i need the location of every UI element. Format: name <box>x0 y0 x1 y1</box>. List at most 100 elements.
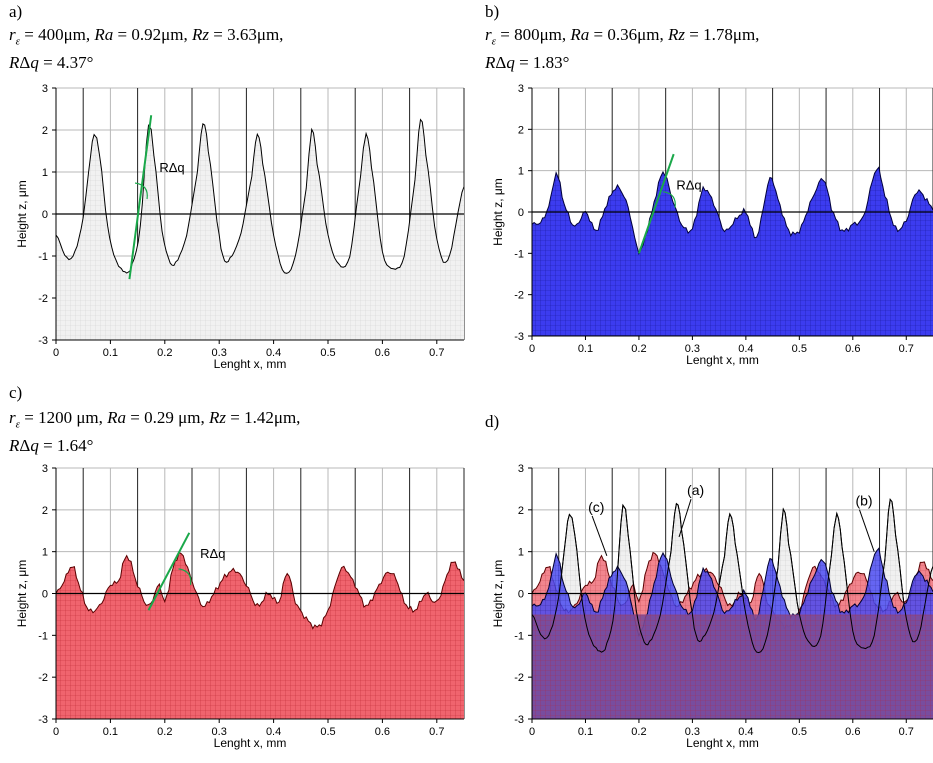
callout-0: (a) <box>687 482 704 498</box>
x-tick-label-d-5: 0.5 <box>792 726 807 738</box>
angle-label-a: RΔq <box>159 160 184 175</box>
callout-line-2 <box>591 515 608 557</box>
y-tick-label-a-0: -3 <box>38 335 48 347</box>
param-r-b: 800μm <box>514 25 562 44</box>
x-tick-label-d-3: 0.3 <box>685 726 700 738</box>
x-tick-label-b-0: 0 <box>529 343 535 355</box>
x-tick-label-b-1: 0.1 <box>578 343 593 355</box>
slope-line-b <box>637 153 675 254</box>
y-tick-label-c-6: 3 <box>42 463 48 475</box>
param-r-c: 1200 μm <box>38 408 99 427</box>
y-tick-label-b-5: 2 <box>518 124 524 136</box>
profile-line-a <box>56 118 464 274</box>
y-tick-label-d-0: -3 <box>514 714 524 726</box>
x-axis-label-a: Lenght x, mm <box>214 357 287 371</box>
angle-arc-a <box>134 182 148 200</box>
x-tick-label-d-1: 0.1 <box>578 726 593 738</box>
panel-label-a: a) <box>9 2 23 21</box>
y-axis-label-c: Height z, μm <box>15 560 29 628</box>
x-axis-label-d: Lenght x, mm <box>686 736 759 750</box>
x-tick-label-c-2: 0.2 <box>157 726 172 738</box>
x-tick-label-a-6: 0.6 <box>375 347 390 359</box>
callout-2: (c) <box>588 499 604 515</box>
angle-label-b: RΔq <box>676 177 701 192</box>
y-tick-label-a-2: -1 <box>38 251 48 263</box>
param-rdq-c: 1.64° <box>56 436 94 456</box>
x-tick-label-b-3: 0.3 <box>685 343 700 355</box>
params-b-line2: RΔq = 1.83° <box>485 53 570 73</box>
params-c-line1: rε = 1200 μm, Ra = 0.29 μm, Rz = 1.42μm, <box>9 408 301 431</box>
angle-label-c: RΔq <box>200 546 225 561</box>
slope-line-a <box>128 115 153 280</box>
param-rdq-b: 1.83° <box>532 53 570 73</box>
panel-label-d: d) <box>485 412 500 431</box>
x-tick-label-a-3: 0.3 <box>212 347 227 359</box>
y-tick-label-d-1: -2 <box>514 672 524 684</box>
param-ra-c: 0.29 μm <box>144 408 201 427</box>
y-tick-label-a-3: 0 <box>42 209 48 221</box>
param-rz-a: 3.63μm <box>227 25 280 44</box>
x-tick-label-a-4: 0.4 <box>266 347 281 359</box>
y-tick-label-d-2: -1 <box>514 630 524 642</box>
slope-line-c <box>147 532 191 611</box>
y-tick-label-d-5: 2 <box>518 505 524 517</box>
overlay-line-a-top <box>532 498 933 654</box>
profile-area-a <box>56 119 464 340</box>
panel-label-c: c) <box>9 383 23 402</box>
callout-1: (b) <box>855 493 872 509</box>
profile-area-b <box>532 167 933 336</box>
y-tick-label-c-0: -3 <box>38 714 48 726</box>
x-tick-label-c-0: 0 <box>53 726 59 738</box>
x-tick-label-c-4: 0.4 <box>266 726 281 738</box>
x-tick-label-c-7: 0.7 <box>429 726 444 738</box>
x-tick-label-b-6: 0.6 <box>845 343 860 355</box>
y-tick-label-c-5: 2 <box>42 505 48 517</box>
x-tick-label-c-1: 0.1 <box>103 726 118 738</box>
x-tick-label-d-6: 0.6 <box>845 726 860 738</box>
y-axis-label-a: Height z, μm <box>15 180 29 248</box>
y-tick-label-c-2: -1 <box>38 630 48 642</box>
x-tick-label-b-2: 0.2 <box>631 343 646 355</box>
y-tick-label-b-1: -2 <box>514 290 524 302</box>
params-b: rε = 800μm, Ra = 0.36μm, Rz = 1.78μm, RΔ… <box>485 24 759 74</box>
param-rdq-a: 4.37° <box>56 53 94 73</box>
x-tick-label-a-1: 0.1 <box>103 347 118 359</box>
y-tick-label-c-3: 0 <box>42 589 48 601</box>
y-tick-label-a-5: 2 <box>42 125 48 137</box>
y-tick-label-a-1: -2 <box>38 293 48 305</box>
x-tick-label-a-2: 0.2 <box>157 347 172 359</box>
x-tick-label-c-6: 0.6 <box>375 726 390 738</box>
params-c: rε = 1200 μm, Ra = 0.29 μm, Rz = 1.42μm,… <box>9 407 300 457</box>
param-rz-c: 1.42μm <box>244 408 297 427</box>
y-tick-label-b-4: 1 <box>518 166 524 178</box>
y-tick-label-d-4: 1 <box>518 547 524 559</box>
x-axis-label-c: Lenght x, mm <box>214 736 287 750</box>
overlay-line-b <box>532 547 933 638</box>
callout-line-0 <box>678 499 692 538</box>
params-c-line2: RΔq = 1.64° <box>9 436 94 456</box>
angle-arc-c <box>178 568 192 585</box>
param-ra-a: 0.92μm <box>131 25 184 44</box>
param-rz-b: 1.78μm <box>703 25 756 44</box>
callout-line-1 <box>859 509 875 552</box>
y-tick-label-d-6: 3 <box>518 463 524 475</box>
y-tick-label-b-6: 3 <box>518 83 524 95</box>
x-tick-label-c-5: 0.5 <box>320 726 335 738</box>
profile-line-b <box>532 166 933 256</box>
x-tick-label-d-0: 0 <box>529 726 535 738</box>
y-axis-label-d: Height z, μm <box>491 560 505 628</box>
chart-panel-a: 0 0.1 0.2 0.3 0.4 0.5 0.6 0.7 -3 -2 -1 0 1 2 3 Lenght x… <box>15 83 465 371</box>
x-tick-label-b-4: 0.4 <box>738 343 753 355</box>
params-b-line1: rε = 800μm, Ra = 0.36μm, Rz = 1.78μm, <box>485 25 760 48</box>
y-tick-label-b-2: -1 <box>514 248 524 260</box>
y-tick-label-a-4: 1 <box>42 167 48 179</box>
x-tick-label-d-2: 0.2 <box>631 726 646 738</box>
x-axis-label-b: Lenght x, mm <box>686 353 759 367</box>
x-tick-label-a-7: 0.7 <box>429 347 444 359</box>
x-tick-label-c-3: 0.3 <box>212 726 227 738</box>
overlay-base <box>532 614 933 719</box>
x-tick-label-b-5: 0.5 <box>792 343 807 355</box>
params-a: rε = 400μm, Ra = 0.92μm, Rz = 3.63μm, RΔ… <box>9 24 283 74</box>
chart-panel-d: 0 0.1 0.2 0.3 0.4 0.5 0.6 0.7 -3 -2 -1 0 1 2 3 Lenght x… <box>491 463 933 750</box>
